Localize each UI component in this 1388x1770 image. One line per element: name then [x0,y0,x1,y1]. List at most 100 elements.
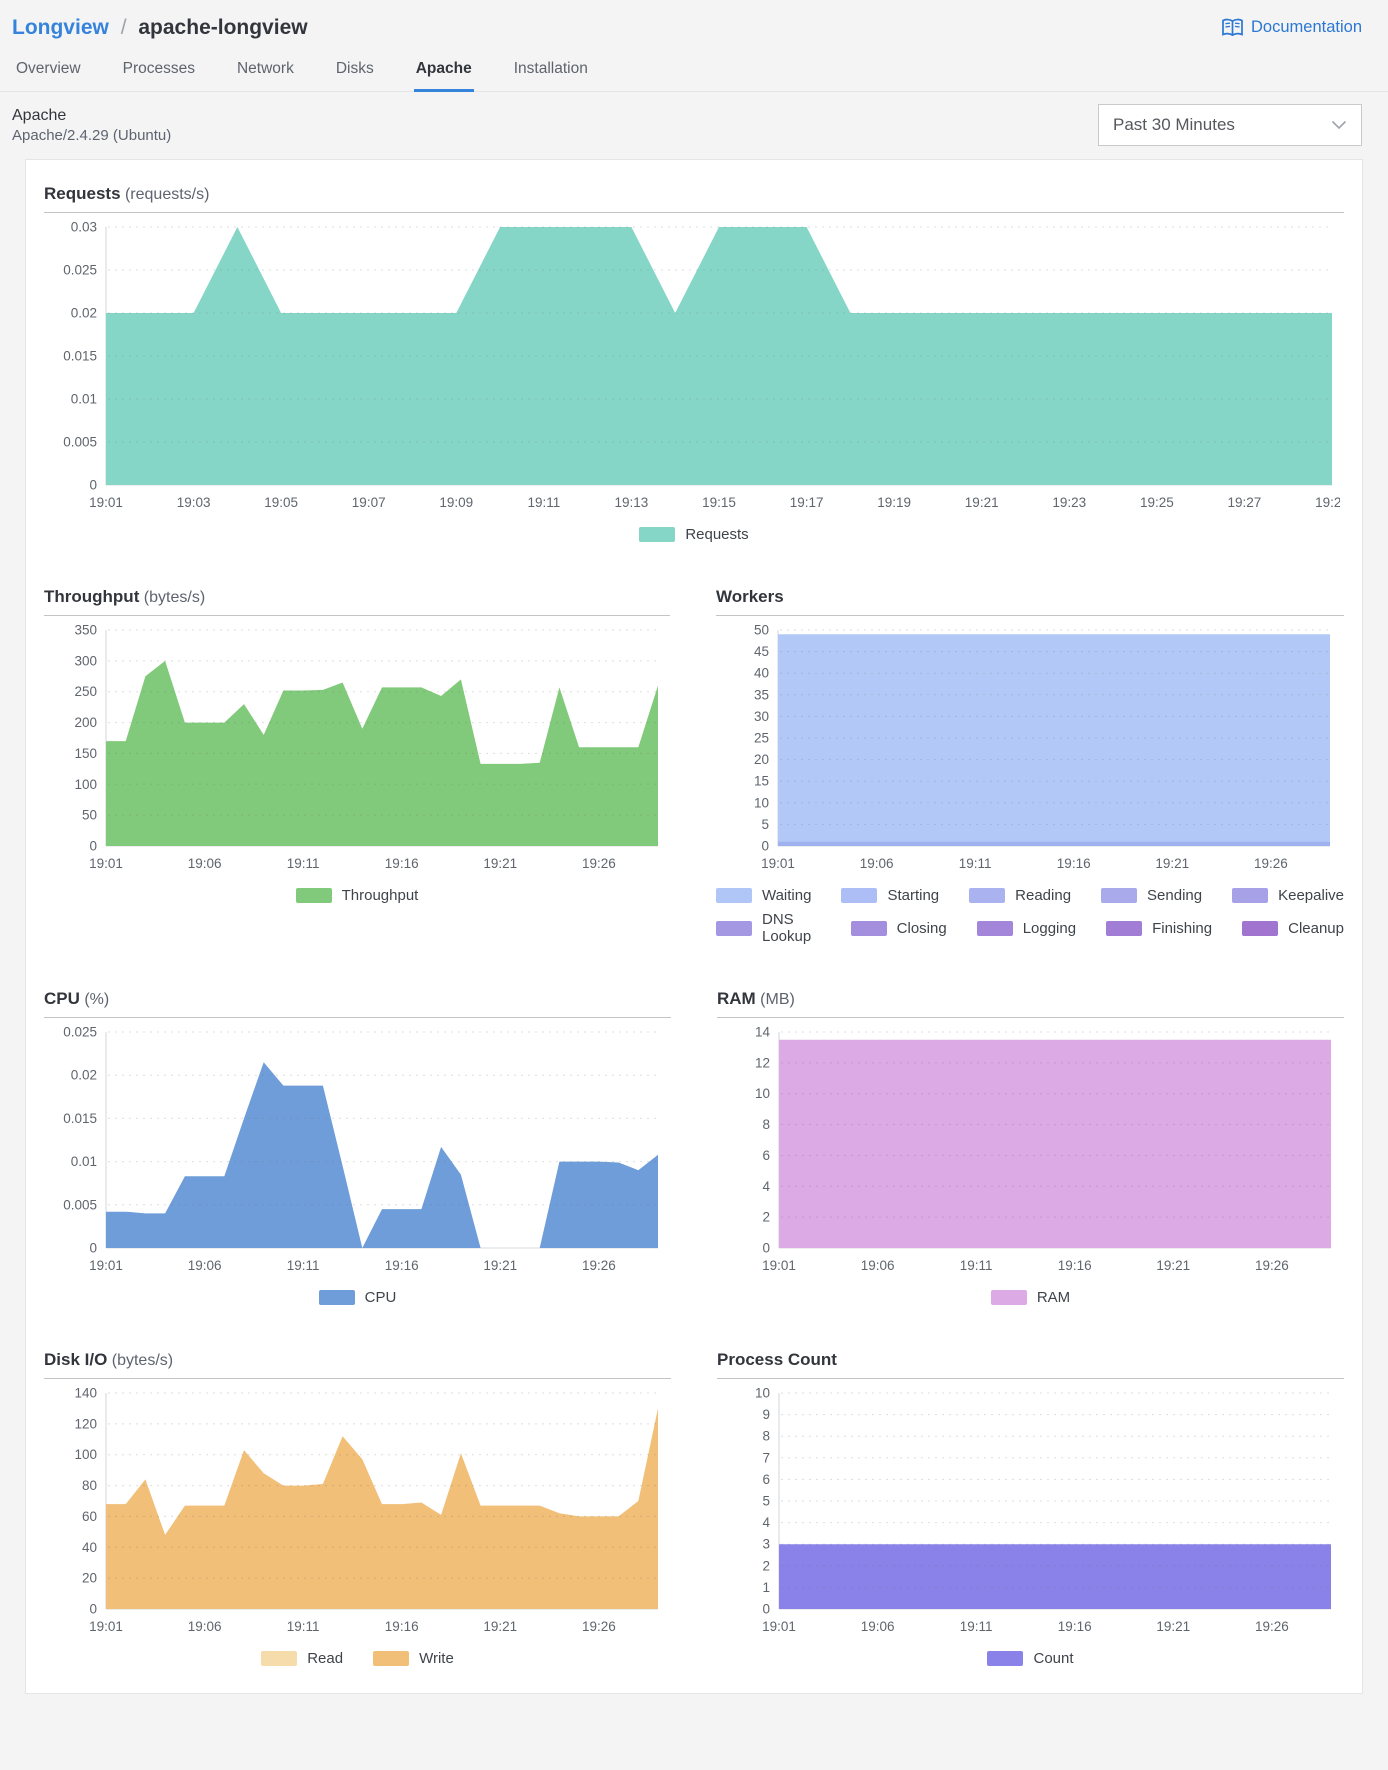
breadcrumb-longview-link[interactable]: Longview [12,16,109,39]
requests-label: Requests [685,526,749,543]
workers-legend-sending: Sending [1101,887,1202,904]
svg-text:19:21: 19:21 [483,856,517,871]
svg-text:19:06: 19:06 [188,1258,222,1273]
svg-text:50: 50 [754,623,769,638]
svg-text:0.01: 0.01 [71,1154,97,1169]
tabs: Overview Processes Network Disks Apache Insta… [0,52,1388,92]
svg-text:0.015: 0.015 [63,349,97,364]
svg-text:3: 3 [762,1537,770,1552]
svg-text:6: 6 [762,1148,770,1163]
svg-text:19:19: 19:19 [877,495,911,510]
tab-apache[interactable]: Apache [413,52,474,92]
workers-legend-reading: Reading [969,887,1071,904]
svg-text:300: 300 [74,653,97,668]
ram-swatch [990,1290,1027,1305]
workers-legend-dns-lookup: DNS Lookup [715,911,821,945]
svg-text:19:06: 19:06 [861,1619,895,1634]
svg-text:19:06: 19:06 [188,1619,222,1634]
svg-text:5: 5 [761,817,769,832]
svg-text:19:16: 19:16 [1057,856,1091,871]
workers-title-text: Workers [715,587,784,606]
svg-text:19:21: 19:21 [1156,1619,1190,1634]
svg-text:45: 45 [754,644,769,659]
cpu-plot: 0 0.005 0.01 0.015 0.02 0.025 19:01 19:06 19:11 1… [63,1025,658,1273]
svg-text:10: 10 [755,1386,770,1401]
section-title: Apache [12,106,67,124]
svg-text:19:21: 19:21 [483,1619,517,1634]
finishing-swatch [1106,920,1143,936]
svg-text:19:11: 19:11 [960,1619,993,1634]
time-range-select[interactable]: Past 30 Minutes [1098,104,1362,146]
tab-processes[interactable]: Processes [122,60,195,77]
svg-text:100: 100 [74,1447,97,1462]
svg-text:120: 120 [74,1416,97,1431]
workers-title: Workers [715,577,1344,616]
cpu-legend-cpu: CPU [318,1289,396,1306]
svg-text:19:25: 19:25 [1140,495,1174,510]
svg-text:0.025: 0.025 [63,263,97,278]
svg-text:19:26: 19:26 [582,856,616,871]
svg-text:0.005: 0.005 [63,435,97,450]
disk-title-text: Disk I/O [44,1350,108,1369]
svg-text:19:07: 19:07 [352,495,386,510]
workers-legend-row: DNS Lookup Closing Logging Finishing Cleanup [715,911,1344,945]
svg-text:20: 20 [754,752,769,767]
breadcrumb: Longview / apache-longview [12,16,308,40]
tab-overview[interactable]: Overview [16,60,81,77]
svg-text:19:16: 19:16 [385,856,419,871]
tab-network[interactable]: Network [236,60,294,77]
count-label: Count [1033,1650,1074,1667]
svg-text:19:01: 19:01 [761,856,795,871]
ram-title-text: RAM [717,989,756,1008]
workers-legend-closing: Closing [850,911,947,945]
svg-text:40: 40 [754,666,769,681]
svg-text:19:03: 19:03 [177,495,211,510]
svg-text:19:11: 19:11 [959,856,992,871]
cpu-title-text: CPU [44,989,80,1008]
svg-text:19:26: 19:26 [582,1619,616,1634]
svg-text:0.02: 0.02 [71,306,97,321]
svg-text:60: 60 [82,1509,97,1524]
ram-title-unit: (MB) [755,991,795,1008]
workers-area-waiting [777,634,1330,846]
requests-swatch [639,527,676,542]
svg-text:0: 0 [89,839,97,854]
svg-text:8: 8 [762,1429,770,1444]
svg-text:19:06: 19:06 [860,856,894,871]
svg-text:19:11: 19:11 [287,1258,320,1273]
svg-text:19:26: 19:26 [1255,1619,1289,1634]
svg-text:19:01: 19:01 [762,1619,796,1634]
svg-text:19:21: 19:21 [1156,1258,1190,1273]
documentation-link[interactable]: Documentation [1221,18,1362,37]
logging-swatch [976,920,1013,936]
svg-text:19:26: 19:26 [582,1258,616,1273]
count-swatch [987,1651,1024,1666]
svg-text:10: 10 [754,795,769,810]
svg-text:19:23: 19:23 [1052,495,1086,510]
svg-text:19:06: 19:06 [861,1258,895,1273]
svg-text:19:15: 19:15 [702,495,736,510]
svg-text:0.025: 0.025 [63,1025,97,1040]
svg-text:1: 1 [762,1580,770,1595]
waiting-label: Waiting [761,887,812,904]
svg-text:19:26: 19:26 [1255,1258,1289,1273]
svg-text:19:27: 19:27 [1228,495,1262,510]
requests-title-unit: (requests/s) [120,186,210,203]
tab-installation[interactable]: Installation [513,60,588,77]
workers-legend-row: Waiting Starting Reading Sending Keepalive [715,887,1344,904]
svg-text:10: 10 [755,1086,770,1101]
tab-disks[interactable]: Disks [335,60,374,77]
svg-text:19:13: 19:13 [615,495,649,510]
svg-text:0.005: 0.005 [63,1197,97,1212]
svg-text:19:21: 19:21 [483,1258,517,1273]
svg-text:19:17: 19:17 [790,495,824,510]
svg-text:2: 2 [762,1210,770,1225]
throughput-title: Throughput (bytes/s) [44,577,670,616]
breadcrumb-separator: / [120,16,127,39]
disk-legend-row: Read Write [44,1650,671,1667]
workers-chart: Workers 0 5 10 15 20 25 30 35 40 45 50 19:01 19:06 19:… [715,577,1344,945]
documentation-label: Documentation [1251,18,1362,36]
svg-text:6: 6 [762,1472,770,1487]
svg-text:19:09: 19:09 [439,495,473,510]
